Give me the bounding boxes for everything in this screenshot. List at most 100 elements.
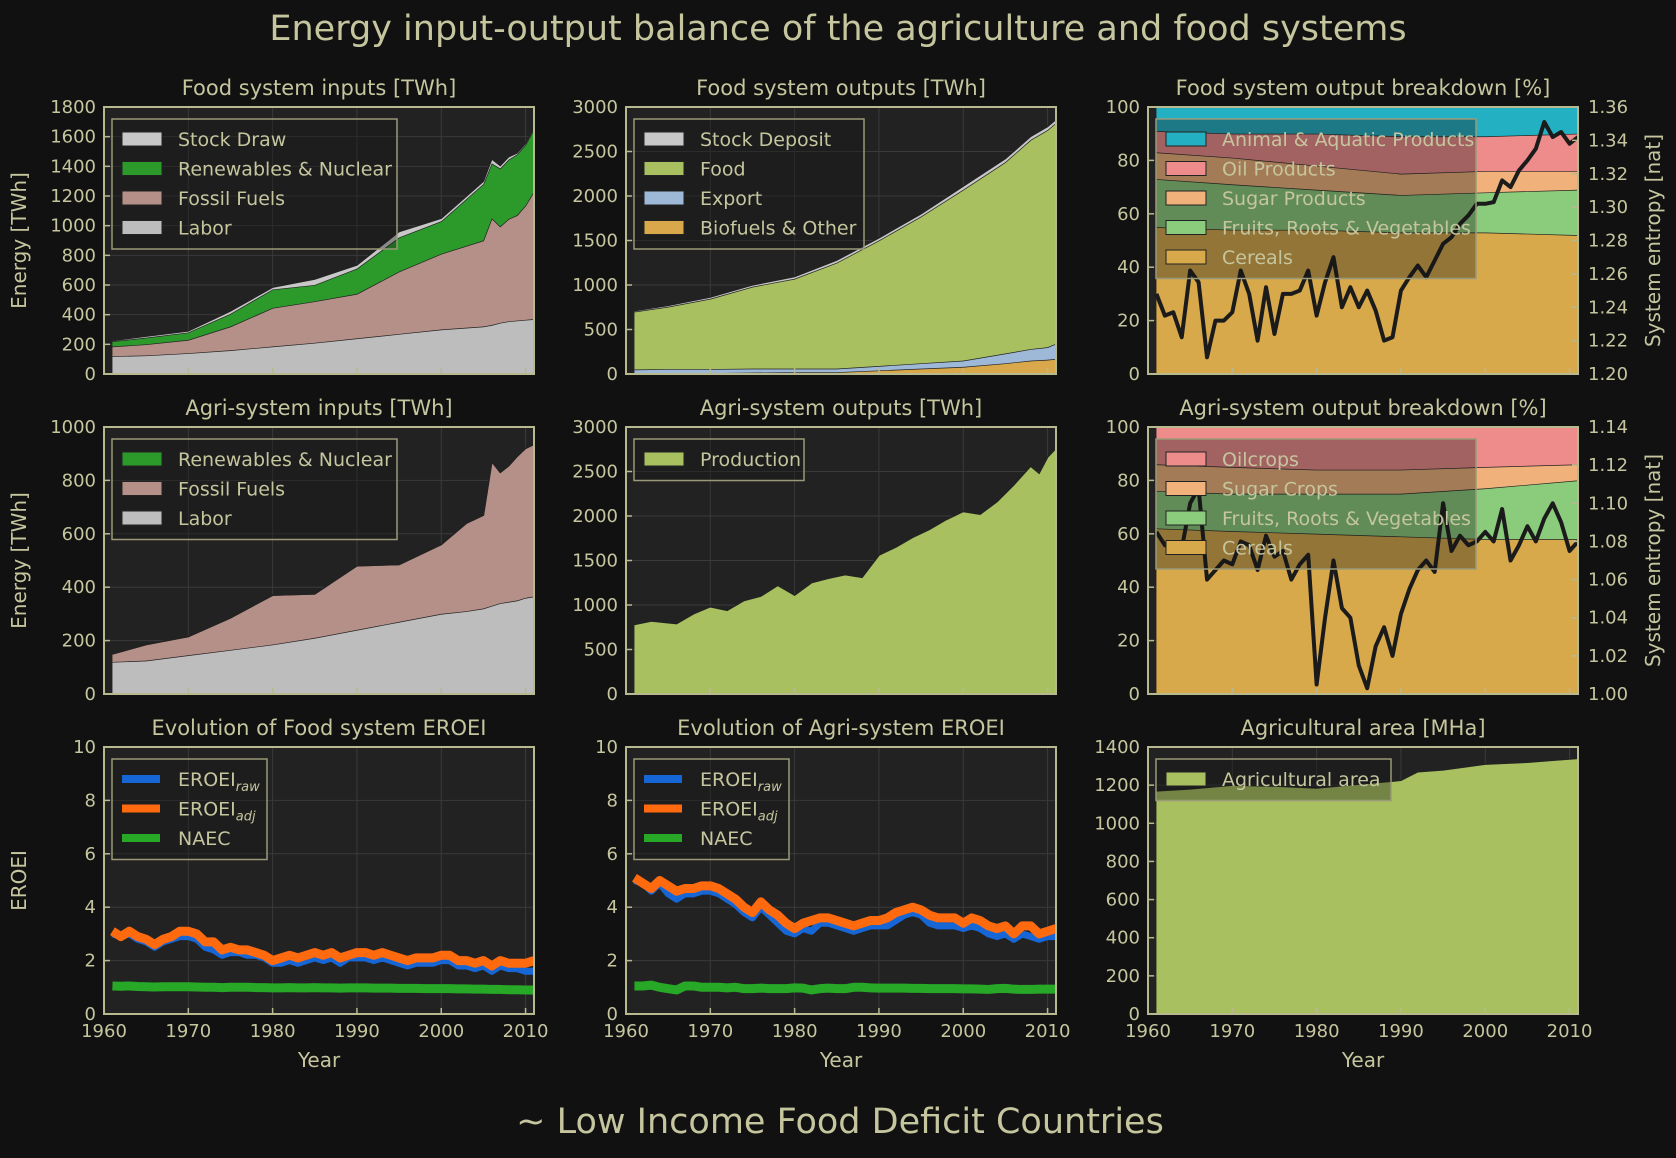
x-tick-label: 1980 [772, 1021, 818, 1042]
plot-marks [112, 443, 534, 694]
y-tick-label: 600 [62, 524, 96, 545]
y-tick-label: 400 [1106, 928, 1140, 949]
line-naec [634, 980, 1056, 995]
legend-swatch [121, 131, 163, 147]
legend-label-text: NAEC [178, 828, 230, 850]
legend-swatch [1165, 510, 1207, 526]
y-tick-label: 1400 [50, 156, 96, 177]
right-tick-label: 1.36 [1588, 97, 1628, 118]
legend-swatch [1165, 481, 1207, 496]
y-tick-label: 0 [1129, 1004, 1140, 1025]
legend-swatch [1165, 161, 1207, 176]
legend-label: NAEC [700, 828, 752, 850]
legend-label-text: EROEI [178, 769, 236, 791]
y-tick-label: 1000 [572, 275, 618, 296]
x-axis-label: Year [297, 1048, 341, 1072]
legend-label: Fossil Fuels [178, 479, 285, 501]
y-tick-label: 1000 [1094, 813, 1140, 834]
y-tick-label: 200 [1106, 966, 1140, 987]
right-tick-label: 1.02 [1588, 646, 1628, 667]
right-tick-label: 1.12 [1588, 455, 1628, 476]
y-tick-label: 40 [1117, 577, 1140, 598]
legend-swatch [121, 510, 163, 526]
x-tick-label: 1960 [81, 1021, 127, 1042]
y-tick-label: 1000 [50, 417, 96, 438]
legend-label: Food [700, 159, 746, 181]
line-eroei-raw [111, 930, 534, 975]
y-tick-label: 100 [1106, 97, 1140, 118]
y-tick-label: 200 [62, 631, 96, 652]
y-tick-label: 2000 [572, 506, 618, 527]
legend-label: Animal & Aquatic Products [1222, 129, 1474, 151]
legend-label-subscript: adj [758, 810, 778, 825]
y-tick-label: 4 [85, 897, 96, 918]
area-edge-stock-deposit [634, 118, 1056, 312]
y-tick-label: 10 [595, 737, 618, 758]
right-tick-label: 1.00 [1588, 684, 1628, 705]
agri-inputs-panel: 0 200 400 600 800 1000 Agri-system inputs [TWh… [7, 396, 535, 705]
legend-label-text: EROEI [700, 769, 758, 791]
x-tick-label: 1960 [1125, 1021, 1171, 1042]
legend-swatch [1165, 220, 1207, 235]
agri-area-panel: 0 200 400 600 800 1000 1200 1400 1960 1970 1980 199… [1094, 716, 1592, 1072]
y-tick-label: 1400 [1094, 737, 1140, 758]
y-tick-label: 10 [73, 737, 96, 758]
legend-label: Labor [178, 218, 232, 240]
plot-marks [632, 874, 1056, 995]
y-tick-label: 800 [1106, 851, 1140, 872]
legend-label: Sugar Crops [1222, 479, 1338, 501]
right-tick-label: 1.28 [1588, 231, 1628, 252]
legend: Stock Draw Renewables & Nuclear Fossil Fue… [111, 118, 398, 250]
y-tick-label: 0 [607, 684, 618, 705]
legend-label: Stock Draw [178, 129, 286, 151]
x-tick-label: 2000 [1462, 1021, 1508, 1042]
y-axis-label: Energy [TWh] [7, 172, 31, 309]
area-oil-products [1156, 131, 1578, 174]
legend-swatch [121, 481, 163, 496]
y-tick-label: 8 [85, 790, 96, 811]
agri-eroei-panel: 0 2 4 6 8 10 1960 1970 1980 1990 2000 2010 Evolution… [595, 716, 1070, 1072]
area-sugar-products [1156, 152, 1578, 196]
right-tick-label: 1.08 [1588, 531, 1628, 552]
food-eroei-panel: 0 2 4 6 8 10 1960 1970 1980 1990 2000 2010 Evolution… [7, 716, 548, 1072]
area-oilcrops [1156, 427, 1578, 470]
right-tick-label: 1.22 [1588, 331, 1628, 352]
y-tick-label: 2 [607, 951, 618, 972]
right-axis-label: System entropy [nat] [1641, 454, 1665, 667]
area-edge-stock-draw [112, 127, 534, 342]
legend-label: Fruits, Roots & Vegetables [1222, 218, 1471, 240]
y-tick-label: 800 [62, 245, 96, 266]
legend-label-text: Labor [178, 508, 232, 530]
axes-frame [103, 746, 535, 1015]
area-food [634, 123, 1056, 370]
y-tick-label: 1800 [50, 97, 96, 118]
x-tick-label: 1980 [1294, 1021, 1340, 1042]
right-tick-label: 1.34 [1588, 130, 1628, 151]
x-tick-label: 2000 [940, 1021, 986, 1042]
legend-label: EROEIadj [178, 799, 256, 825]
y-axis-label: EROEI [7, 850, 31, 911]
legend-label-text: Fossil Fuels [178, 479, 285, 501]
legend-label: Cereals [1222, 538, 1293, 560]
legend-label-text: Labor [178, 218, 232, 240]
legend-swatch [1165, 131, 1207, 147]
legend-label: EROEIadj [700, 799, 778, 825]
legend-label-text: Export [700, 188, 762, 210]
y-tick-label: 1200 [1094, 775, 1140, 796]
plot-marks [1154, 107, 1578, 374]
legend-label: EROEIraw [700, 769, 782, 795]
x-tick-label: 1960 [603, 1021, 649, 1042]
area-cereals [1156, 528, 1578, 694]
axes-frame [1147, 106, 1579, 375]
legend-label-text: Renewables & Nuclear [178, 159, 392, 181]
y-tick-label: 4 [607, 897, 618, 918]
legend-label-text: Sugar Crops [1222, 479, 1338, 501]
plot-marks [112, 127, 534, 374]
x-tick-label: 2010 [1547, 1021, 1593, 1042]
y-tick-label: 1500 [572, 231, 618, 252]
area-fossil-fuels [112, 444, 534, 662]
legend-label: NAEC [178, 828, 230, 850]
area-edge-labor [112, 318, 534, 357]
legend-label: Renewables & Nuclear [178, 449, 392, 471]
